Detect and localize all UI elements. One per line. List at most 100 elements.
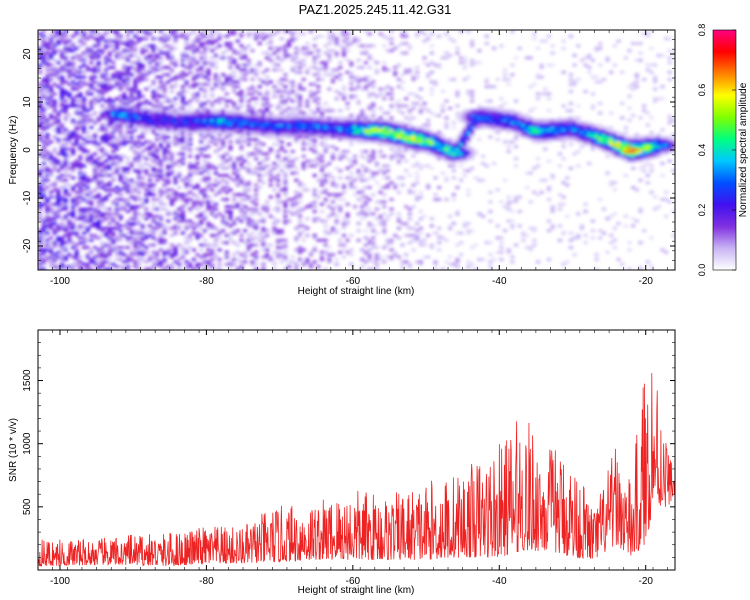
heatmap-cell	[349, 176, 354, 180]
heatmap-cell	[70, 63, 76, 67]
heatmap-cell	[206, 243, 211, 247]
heatmap-cell	[191, 78, 197, 81]
heatmap-cell	[451, 169, 456, 173]
heatmap-cell	[125, 78, 131, 81]
heatmap-cell	[305, 142, 310, 146]
heatmap-cell	[199, 42, 204, 45]
heatmap-cell	[38, 181, 43, 185]
heatmap-cell	[213, 66, 218, 69]
heatmap-cell	[48, 210, 54, 213]
heatmap-cell	[111, 154, 116, 158]
heatmap-cell	[173, 226, 178, 230]
heatmap-cell	[96, 214, 101, 218]
heatmap-cell	[195, 92, 200, 96]
heatmap-cell	[89, 214, 94, 218]
heatmap-cell	[275, 68, 281, 72]
heatmap-cell	[264, 42, 270, 45]
heatmap-cell	[114, 82, 120, 86]
heatmap-cell	[210, 104, 215, 108]
heatmap-cell	[345, 116, 350, 120]
heatmap-cell	[250, 114, 255, 117]
heatmap-cell	[202, 133, 207, 137]
heatmap-cell	[243, 210, 248, 213]
heatmap-cell	[345, 135, 350, 139]
heatmap-cell	[151, 152, 156, 156]
heatmap-cell	[426, 128, 431, 132]
heatmap-cell	[305, 70, 310, 74]
heatmap-cell	[38, 231, 43, 235]
heatmap-cell	[162, 253, 167, 257]
heatmap-cell	[59, 123, 65, 127]
heatmap-cell	[188, 123, 193, 127]
heatmap-cell	[199, 133, 204, 137]
heatmap-cell	[491, 123, 497, 127]
heatmap-cell	[477, 116, 482, 120]
heatmap-cell	[338, 78, 343, 81]
heatmap-cell	[367, 238, 372, 242]
heatmap-cell	[52, 116, 57, 120]
heatmap-cell	[253, 262, 259, 266]
heatmap-cell	[166, 250, 171, 254]
heatmap-cell	[122, 207, 127, 211]
heatmap-cell	[136, 68, 142, 72]
heatmap-cell	[177, 207, 182, 211]
heatmap-cell	[96, 63, 101, 67]
heatmap-cell	[92, 234, 98, 237]
heatmap-cell	[52, 243, 57, 247]
heatmap-cell	[103, 267, 109, 270]
heatmap-cell	[100, 97, 105, 101]
heatmap-cell	[495, 106, 500, 110]
heatmap-cell	[173, 181, 178, 185]
heatmap-cell	[191, 226, 197, 230]
heatmap-cell	[180, 114, 186, 117]
heatmap-cell	[162, 111, 167, 115]
heatmap-cell	[136, 164, 142, 168]
heatmap-cell	[144, 162, 149, 165]
heatmap-cell	[92, 32, 98, 36]
heatmap-cell	[114, 54, 120, 57]
heatmap-cell	[188, 32, 193, 36]
heatmap-cell	[239, 176, 244, 180]
heatmap-cell	[323, 229, 328, 233]
heatmap-cell	[151, 202, 156, 206]
heatmap-cell	[356, 190, 361, 194]
heatmap-cell	[136, 198, 142, 201]
heatmap-cell	[188, 210, 193, 213]
heatmap-cell	[129, 229, 134, 233]
heatmap-cell	[415, 32, 420, 36]
heatmap-cell	[462, 157, 467, 161]
heatmap-cell	[279, 229, 284, 233]
heatmap-cell	[367, 56, 372, 60]
heatmap-cell	[41, 183, 46, 187]
heatmap-cell	[290, 80, 295, 84]
heatmap-cell	[67, 219, 72, 223]
heatmap-cell	[118, 258, 123, 261]
heatmap-cell	[213, 226, 218, 230]
heatmap-cell	[279, 188, 284, 192]
heatmap-cell	[129, 61, 134, 65]
heatmap-cell	[111, 217, 116, 221]
heatmap-cell	[243, 193, 248, 197]
heatmap-cell	[166, 253, 171, 257]
heatmap-cell	[341, 217, 347, 221]
heatmap-cell	[297, 114, 303, 117]
heatmap-cell	[367, 92, 372, 96]
heatmap-cell	[63, 207, 68, 211]
heatmap-cell	[275, 246, 281, 249]
heatmap-cell	[140, 46, 145, 50]
heatmap-cell	[224, 118, 229, 122]
heatmap-cell	[257, 114, 262, 117]
heatmap-cell	[400, 128, 405, 132]
heatmap-cell	[345, 238, 350, 242]
heatmap-cell	[261, 217, 266, 221]
heatmap-cell	[334, 123, 339, 127]
heatmap-cell	[122, 121, 127, 125]
heatmap-cell	[67, 138, 72, 141]
heatmap-cell	[308, 123, 314, 127]
heatmap-cell	[349, 181, 354, 185]
heatmap-cell	[41, 150, 46, 153]
heatmap-cell	[103, 140, 109, 144]
heatmap-cell	[305, 217, 310, 221]
heatmap-cell	[286, 166, 292, 170]
heatmap-cell	[312, 210, 317, 213]
